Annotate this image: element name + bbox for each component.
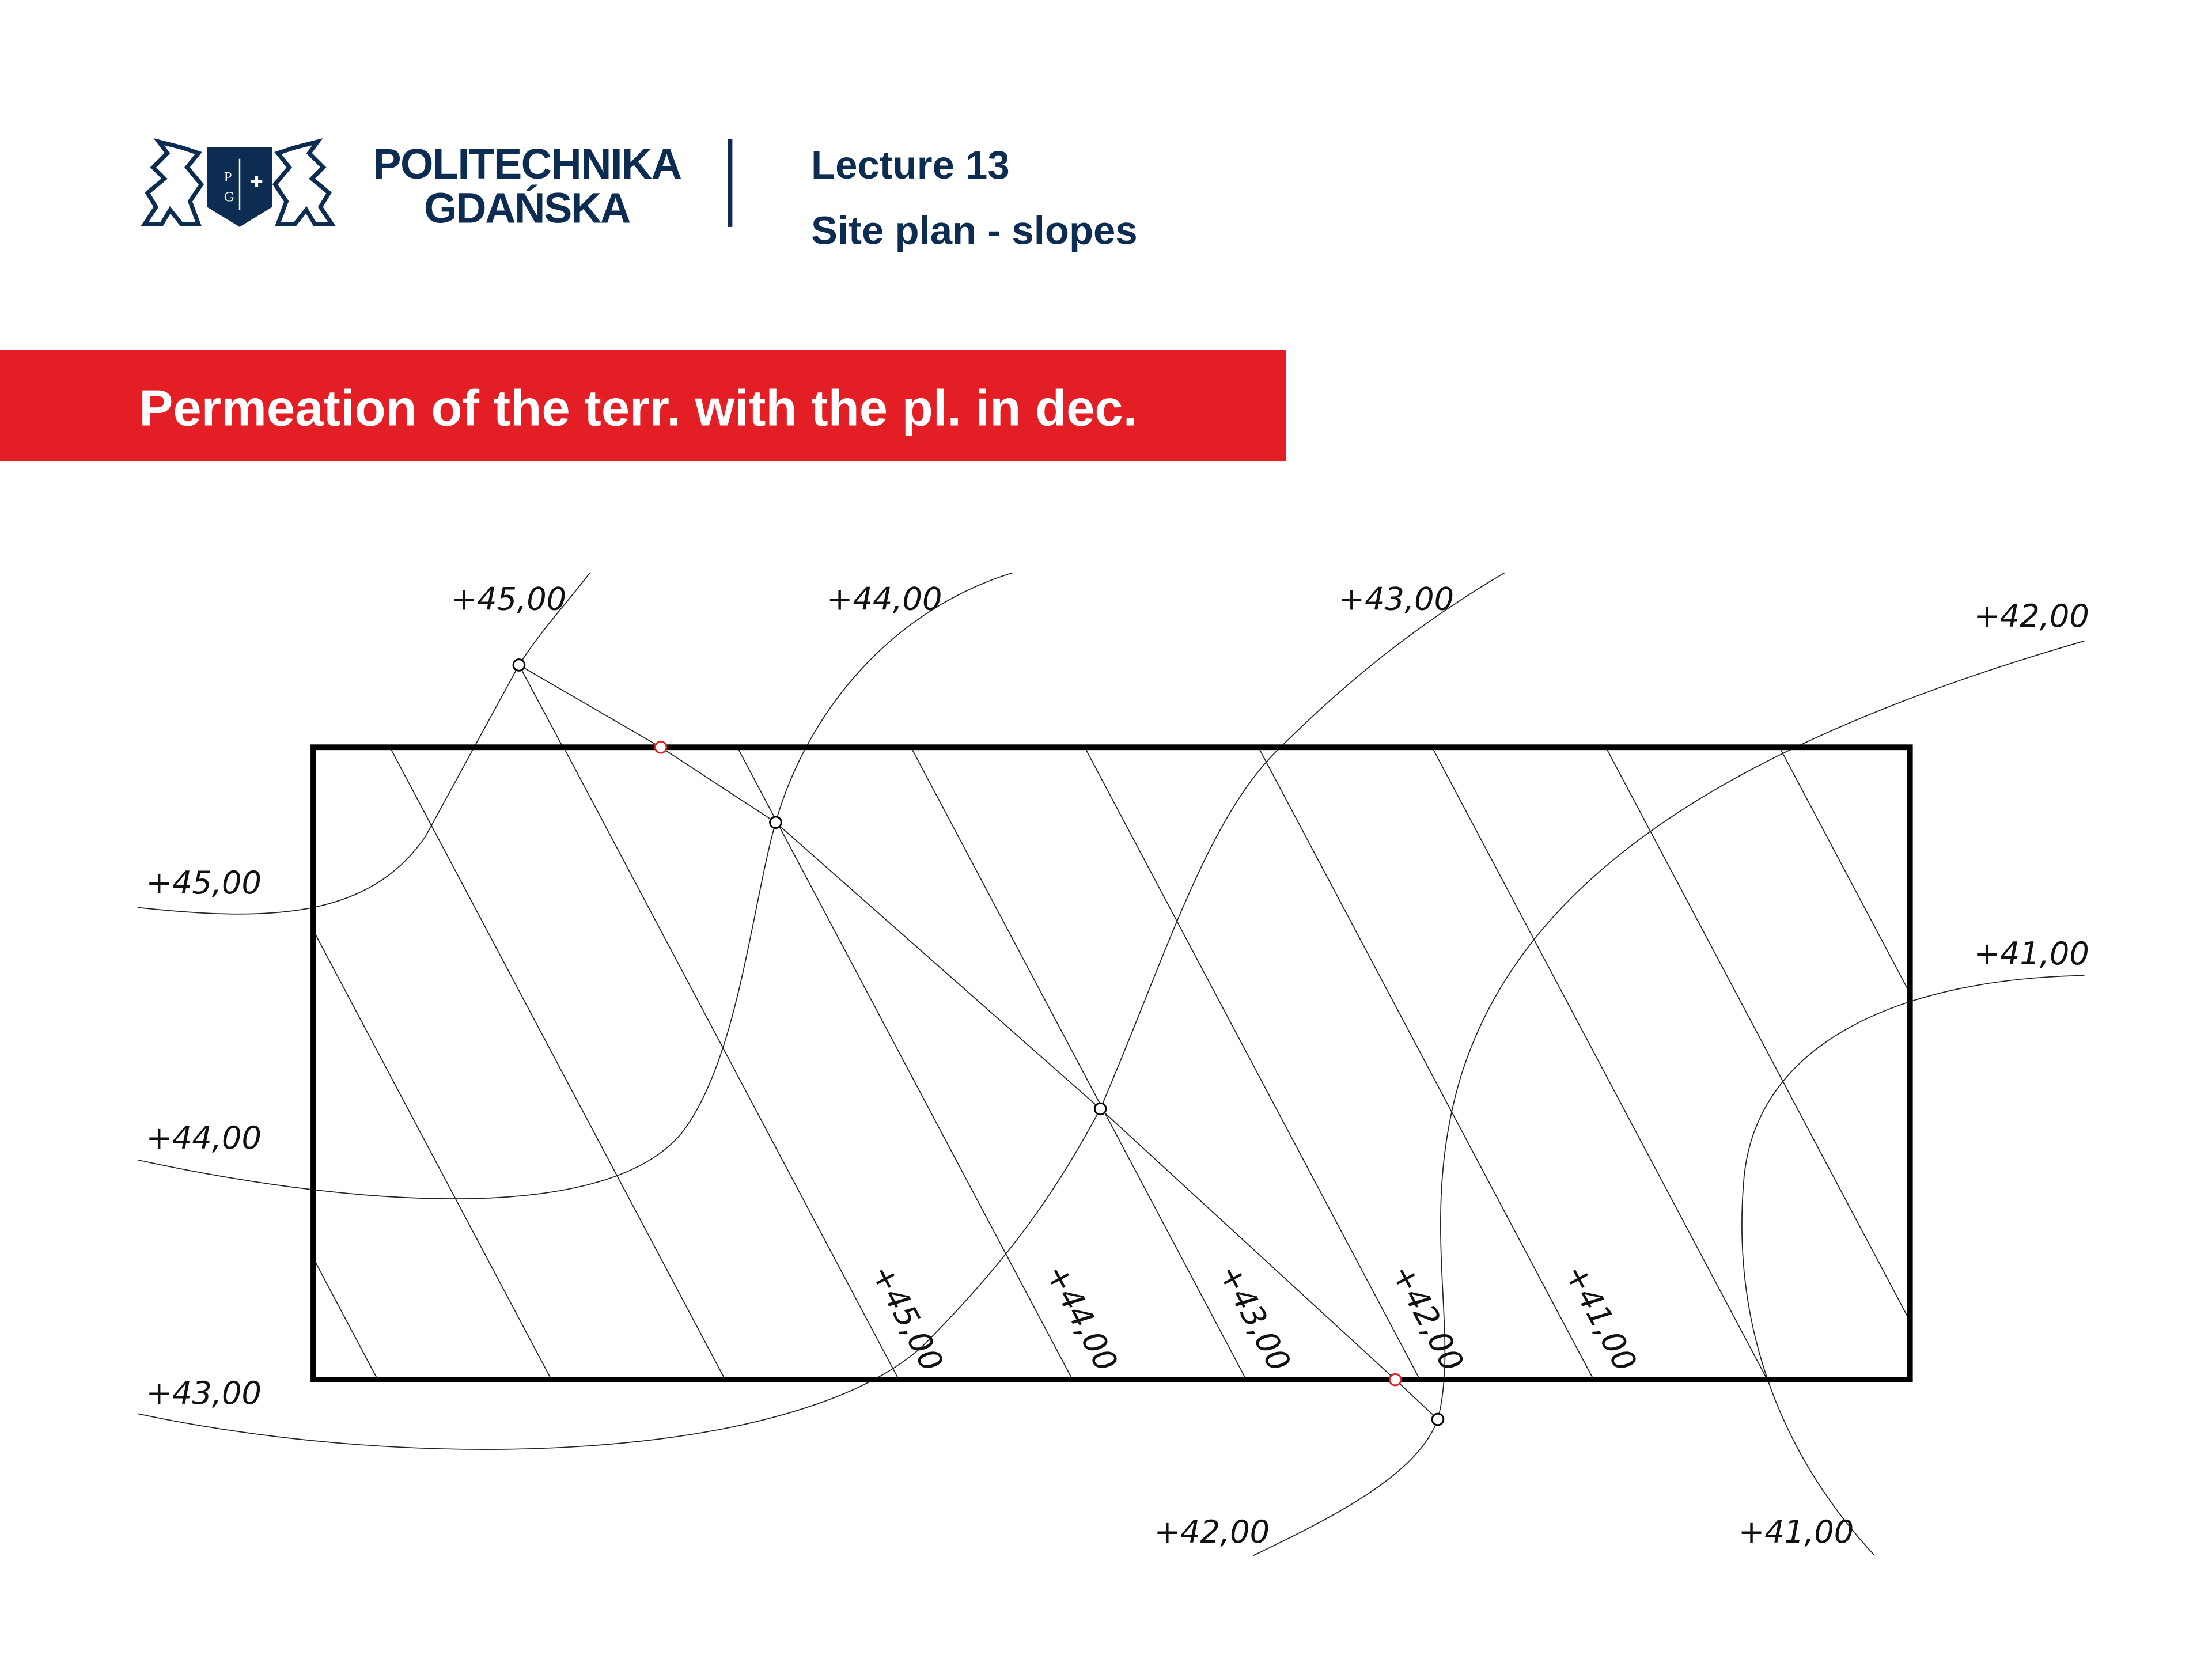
label-right-42: +42,00 bbox=[1974, 598, 2089, 634]
shield-letter-g: G bbox=[224, 190, 234, 205]
plane-contour-line bbox=[1257, 747, 1594, 1380]
label-left-43: +43,00 bbox=[146, 1375, 262, 1411]
plane-label-41: +41,00 bbox=[1558, 1259, 1644, 1377]
plane-contour-line bbox=[910, 747, 1247, 1380]
plane-contour-line bbox=[1431, 747, 1768, 1380]
plane-label-45: +45,00 bbox=[864, 1259, 950, 1377]
title-banner bbox=[0, 350, 1286, 461]
plane-contour-line bbox=[1779, 747, 1911, 994]
terrain-contour-44 bbox=[137, 572, 1013, 1199]
label-bottom-41: +41,00 bbox=[1738, 1514, 1854, 1550]
label-left-44: +44,00 bbox=[146, 1120, 262, 1156]
terrain-contour-45 bbox=[137, 572, 590, 915]
label-bottom-42: +42,00 bbox=[1154, 1514, 1270, 1550]
university-logo: P G ✚ POLITECHNIKA GDAŃSKA bbox=[141, 138, 682, 232]
label-top-43: +43,00 bbox=[1339, 581, 1454, 617]
site-plan-drawing: +45,00 +44,00 +43,00 +42,00 +45,00 +44,0… bbox=[137, 572, 2089, 1556]
griffin-left-icon bbox=[141, 138, 204, 226]
plane-label-44: +44,00 bbox=[1039, 1259, 1125, 1377]
logo-text-line2: GDAŃSKA bbox=[424, 184, 631, 232]
banner-title: Permeation of the terr. with the pl. in … bbox=[139, 379, 1137, 436]
terrain-contour-41 bbox=[1741, 975, 2085, 1556]
plane-labels: +45,00 +44,00 +43,00 +42,00 +41,00 bbox=[864, 1259, 1643, 1377]
plane-contour-line bbox=[1084, 747, 1421, 1380]
griffin-right-icon bbox=[272, 138, 336, 226]
plane-contour-line bbox=[313, 1257, 378, 1380]
plane-contour-line bbox=[737, 747, 1073, 1380]
shield-letter-p: P bbox=[224, 169, 232, 185]
edge-point-bottom bbox=[1388, 1373, 1402, 1387]
plane-outline bbox=[310, 744, 1913, 1382]
terrain-contour-42 bbox=[1253, 640, 2085, 1556]
plane-contour-lines bbox=[313, 665, 1911, 1380]
crown-cross-icon: ✚ bbox=[250, 173, 263, 191]
intersection-polyline bbox=[518, 664, 1438, 1420]
label-right-41: +41,00 bbox=[1974, 935, 2089, 972]
plane-label-43: +43,00 bbox=[1211, 1259, 1298, 1377]
point-43 bbox=[1093, 1102, 1107, 1116]
plane-contour-extension bbox=[518, 665, 563, 748]
plane-contour-line bbox=[313, 930, 552, 1380]
plane-label-42: +42,00 bbox=[1384, 1259, 1471, 1377]
lecture-number: Lecture 13 bbox=[811, 143, 1010, 187]
label-left-45: +45,00 bbox=[146, 865, 262, 901]
intersection-points bbox=[512, 658, 1445, 1426]
point-44 bbox=[769, 816, 782, 830]
plane-contour-line bbox=[389, 747, 726, 1380]
terrain-contour-43 bbox=[137, 572, 1505, 1450]
point-45 bbox=[512, 658, 526, 672]
edge-point-top bbox=[654, 740, 668, 754]
plane-contour-line bbox=[563, 747, 900, 1380]
logo-text-line1: POLITECHNIKA bbox=[373, 140, 682, 188]
label-top-45: +45,00 bbox=[451, 581, 566, 617]
point-42 bbox=[1431, 1412, 1445, 1426]
label-top-44: +44,00 bbox=[827, 581, 942, 617]
plane-contour-line bbox=[1605, 747, 1911, 1321]
terrain-labels: +45,00 +44,00 +43,00 +42,00 +45,00 +44,0… bbox=[146, 581, 2089, 1550]
lecture-topic: Site plan - slopes bbox=[811, 208, 1138, 252]
